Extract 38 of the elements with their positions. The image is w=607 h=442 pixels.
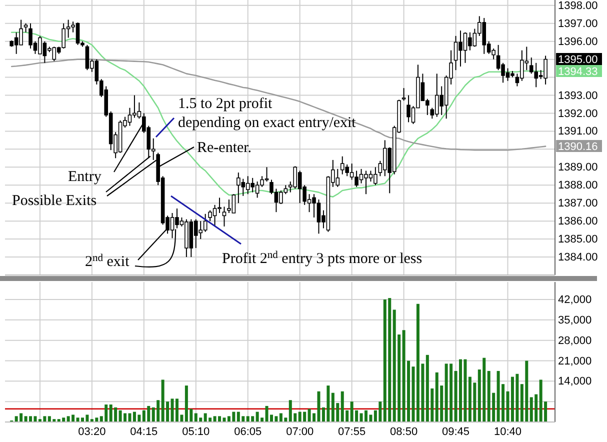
text: 1394.33 xyxy=(558,66,598,78)
annotation: 1.5 to 2pt profit depending on exact entry/exit xyxy=(178,96,357,131)
x-tick-label: 07:55 xyxy=(338,426,366,438)
y-tick-label: 1389.00 xyxy=(558,162,598,174)
y-tick-label: 14,000 xyxy=(558,376,592,388)
candlestick xyxy=(402,88,406,102)
y-tick-label: 1391.00 xyxy=(558,126,598,138)
y-tick-label: 35,000 xyxy=(558,314,592,326)
y-tick-label: 1398.00 xyxy=(558,0,598,12)
y-tick-label: 1388.00 xyxy=(558,180,598,192)
annotation: Entry xyxy=(68,169,102,185)
y-tick-label: 1386.00 xyxy=(558,216,598,228)
y-tick-label: 1384.00 xyxy=(558,252,598,264)
line-series xyxy=(10,58,546,151)
annotation: Re-enter. xyxy=(197,140,252,156)
y-tick-label: 1385.00 xyxy=(558,234,598,246)
y-tick-label: 1396.00 xyxy=(558,36,598,48)
x-tick-label: 09:45 xyxy=(442,426,470,438)
x-tick-label: 08:50 xyxy=(390,426,418,438)
text: 1395.00 xyxy=(558,54,598,66)
x-tick-label: 06:05 xyxy=(234,426,262,438)
y-tick-label: 1392.00 xyxy=(558,108,598,120)
y-tick-label: 28,000 xyxy=(558,334,592,347)
x-tick-label: 10:40 xyxy=(494,426,522,438)
x-tick-label: 05:10 xyxy=(182,426,210,438)
x-tick-label: 04:15 xyxy=(130,426,158,438)
annotation: Profit 2$^{nd}$ entry 3 pts more or less xyxy=(222,250,422,267)
y-tick-label: 1387.00 xyxy=(558,198,598,210)
y-tick-label: 1393.00 xyxy=(558,90,598,102)
candlestick xyxy=(222,206,226,227)
y-tick-label: 42,000 xyxy=(558,294,592,306)
y-tick-label: 21,000 xyxy=(558,355,592,368)
text: 1390.16 xyxy=(558,141,598,153)
x-tick-label: 03:20 xyxy=(78,426,106,438)
x-tick-label: 07:00 xyxy=(286,426,314,438)
annotation: 2$^{nd}$ exit xyxy=(85,252,130,270)
annotation: Possible Exits xyxy=(12,193,97,209)
y-tick-label: 1397.00 xyxy=(558,18,598,30)
